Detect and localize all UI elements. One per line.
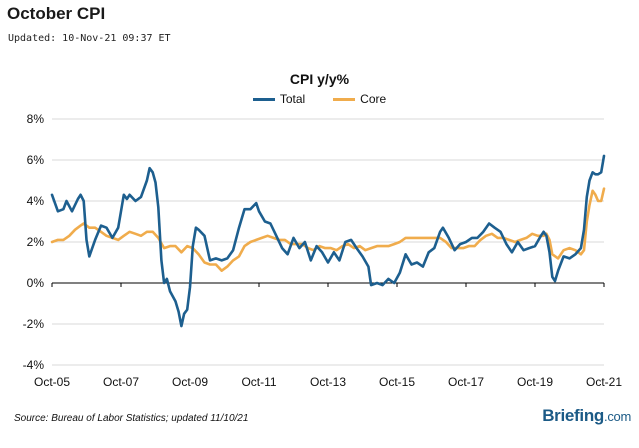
- series-line-total: [50, 154, 606, 328]
- x-tick-label: Oct-05: [34, 375, 70, 389]
- updated-timestamp: Updated: 10-Nov-21 09:37 ET: [8, 33, 171, 44]
- y-tick-label: 2%: [27, 235, 45, 249]
- x-tick-label: Oct-19: [517, 375, 553, 389]
- y-tick-label: 4%: [27, 194, 45, 208]
- y-tick-label: 6%: [27, 153, 45, 167]
- y-tick-label: 8%: [27, 112, 45, 126]
- x-tick-label: Oct-09: [172, 375, 208, 389]
- legend-label-core: Core: [360, 92, 387, 106]
- y-tick-label: -2%: [23, 317, 45, 331]
- brand-suffix: .com: [604, 409, 631, 424]
- source-note: Source: Bureau of Labor Statistics; upda…: [14, 413, 249, 424]
- chart-title: CPI y/y%: [289, 71, 350, 87]
- legend-swatch-core: [333, 97, 356, 101]
- brand-logo: Briefing.com: [542, 406, 631, 426]
- x-tick-label: Oct-17: [448, 375, 484, 389]
- legend-swatch-total: [252, 97, 275, 101]
- x-tick-label: Oct-21: [586, 375, 622, 389]
- y-tick-label: 0%: [27, 276, 45, 290]
- series-line-core: [50, 187, 606, 272]
- legend-item-core: Core: [333, 92, 386, 106]
- x-tick-label: Oct-11: [241, 375, 276, 389]
- x-tick-label: Oct-13: [310, 375, 346, 389]
- legend-label-total: Total: [279, 92, 306, 106]
- legend-item-total: Total: [252, 92, 306, 106]
- chart-legend: Total Core: [0, 92, 639, 106]
- x-tick-label: Oct-15: [379, 375, 415, 389]
- x-tick-label: Oct-07: [103, 375, 139, 389]
- brand-name: Briefing: [542, 406, 605, 425]
- page-title: October CPI: [7, 4, 106, 23]
- y-tick-label: -4%: [23, 358, 45, 372]
